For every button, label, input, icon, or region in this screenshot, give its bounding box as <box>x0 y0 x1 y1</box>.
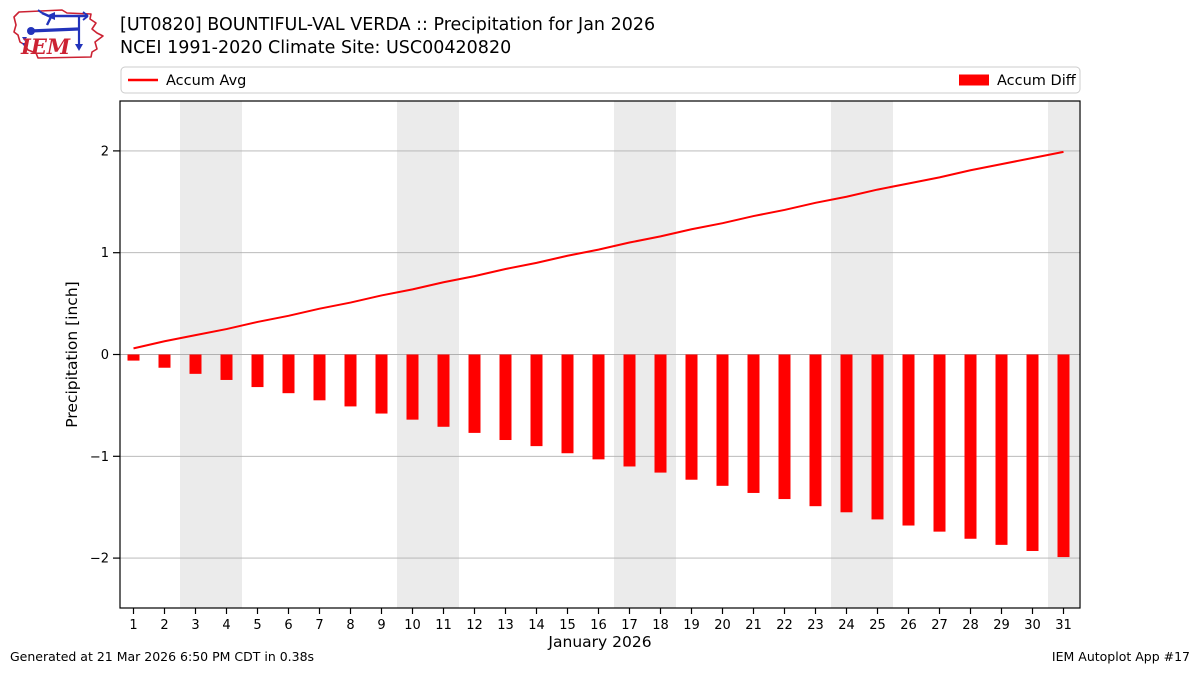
x-tick-label: 19 <box>683 618 700 633</box>
y-tick-label: −1 <box>90 450 109 465</box>
y-tick-label: 2 <box>101 144 109 159</box>
accum-diff-bar <box>623 354 636 467</box>
accum-diff-bar <box>964 354 977 539</box>
x-tick-label: 26 <box>900 618 917 633</box>
x-tick-label: 17 <box>621 618 638 633</box>
x-tick-label: 3 <box>191 618 199 633</box>
y-tick-label: 0 <box>101 348 109 363</box>
accum-diff-bar <box>1026 354 1039 551</box>
x-tick-label: 31 <box>1055 618 1072 633</box>
accum-diff-bar <box>313 354 326 401</box>
accum-diff-bar <box>127 354 140 361</box>
accum-diff-bar <box>995 354 1008 545</box>
x-tick-label: 21 <box>745 618 762 633</box>
chart-header: [UT0820] BOUNTIFUL-VAL VERDA :: Precipit… <box>120 14 655 60</box>
accum-diff-bar <box>437 354 450 427</box>
x-tick-label: 9 <box>377 618 385 633</box>
accum-diff-bar <box>561 354 574 454</box>
x-tick-label: 30 <box>1024 618 1041 633</box>
x-tick-label: 10 <box>404 618 421 633</box>
accum-diff-bar <box>747 354 760 493</box>
accum-diff-bar <box>871 354 884 520</box>
iowa-outline-icon <box>13 9 104 59</box>
x-tick-label: 13 <box>497 618 514 633</box>
x-tick-label: 15 <box>559 618 576 633</box>
x-tick-label: 12 <box>466 618 483 633</box>
iem-logo: IEM <box>13 9 104 59</box>
accum-diff-bar <box>778 354 791 500</box>
x-tick-label: 27 <box>931 618 948 633</box>
accum-diff-bar <box>685 354 698 480</box>
x-tick-label: 28 <box>962 618 979 633</box>
accum-diff-bar <box>499 354 512 441</box>
x-tick-label: 14 <box>528 618 545 633</box>
y-tick-label: −2 <box>90 552 109 567</box>
x-axis-ticks: 1 2 3 4 5 6 7 8 9 10 11 12 13 14 15 16 17 18 19 20 21 22 23 24 2… <box>129 608 1072 633</box>
x-tick-label: 11 <box>435 618 452 633</box>
accum-diff-bar <box>158 354 171 368</box>
x-tick-label: 18 <box>652 618 669 633</box>
accum-diff-bar <box>592 354 605 460</box>
accum-diff-bar <box>251 354 264 388</box>
y-axis-ticks: −2 −1 0 1 2 <box>90 144 120 567</box>
x-tick-label: 5 <box>253 618 261 633</box>
accum-diff-bar <box>220 354 233 380</box>
accum-diff-bar <box>282 354 295 394</box>
x-axis-label: January 2026 <box>547 633 651 651</box>
accum-diff-bar <box>1057 354 1070 558</box>
accum-diff-bar <box>933 354 946 532</box>
x-tick-label: 2 <box>160 618 168 633</box>
x-tick-label: 22 <box>776 618 793 633</box>
footer-app: IEM Autoplot App #17 <box>1051 649 1190 664</box>
x-tick-label: 23 <box>807 618 824 633</box>
accum-diff-bar <box>716 354 729 486</box>
x-tick-label: 7 <box>315 618 323 633</box>
accum-diff-bar <box>840 354 853 513</box>
y-tick-label: 1 <box>101 246 109 261</box>
accum-diff-bar <box>809 354 822 507</box>
x-tick-label: 29 <box>993 618 1010 633</box>
x-tick-label: 24 <box>838 618 855 633</box>
accum-diff-bar <box>189 354 202 374</box>
accum-diff-bar <box>406 354 419 420</box>
accum-diff-bar <box>902 354 915 526</box>
logo-text: IEM <box>20 34 71 59</box>
legend-accum-diff-label: Accum Diff <box>997 73 1077 89</box>
legend-accum-diff-swatch <box>959 74 989 86</box>
x-tick-label: 6 <box>284 618 292 633</box>
legend-accum-avg-label: Accum Avg <box>166 73 246 89</box>
x-tick-label: 1 <box>129 618 137 633</box>
accum-diff-bar <box>530 354 543 447</box>
accum-diff-bar <box>344 354 357 407</box>
weather-station-icon <box>22 9 89 51</box>
accum-diff-bar <box>654 354 667 473</box>
accum-diff-bar <box>468 354 481 433</box>
accum-diff-bars <box>127 354 1070 558</box>
page-title: [UT0820] BOUNTIFUL-VAL VERDA :: Precipit… <box>120 15 656 35</box>
x-tick-label: 4 <box>222 618 230 633</box>
x-tick-label: 25 <box>869 618 886 633</box>
x-tick-label: 16 <box>590 618 607 633</box>
accum-diff-bar <box>375 354 388 414</box>
x-tick-label: 8 <box>346 618 354 633</box>
legend-box <box>120 66 1081 94</box>
y-axis-label: Precipitation [inch] <box>63 281 81 427</box>
accum-avg-line <box>133 150 1064 350</box>
legend: Accum Avg Accum Diff <box>120 66 1081 94</box>
x-tick-label: 20 <box>714 618 731 633</box>
footer-generated: Generated at 21 Mar 2026 6:50 PM CDT in … <box>10 649 315 664</box>
page-subtitle: NCEI 1991-2020 Climate Site: USC00420820 <box>120 38 512 58</box>
